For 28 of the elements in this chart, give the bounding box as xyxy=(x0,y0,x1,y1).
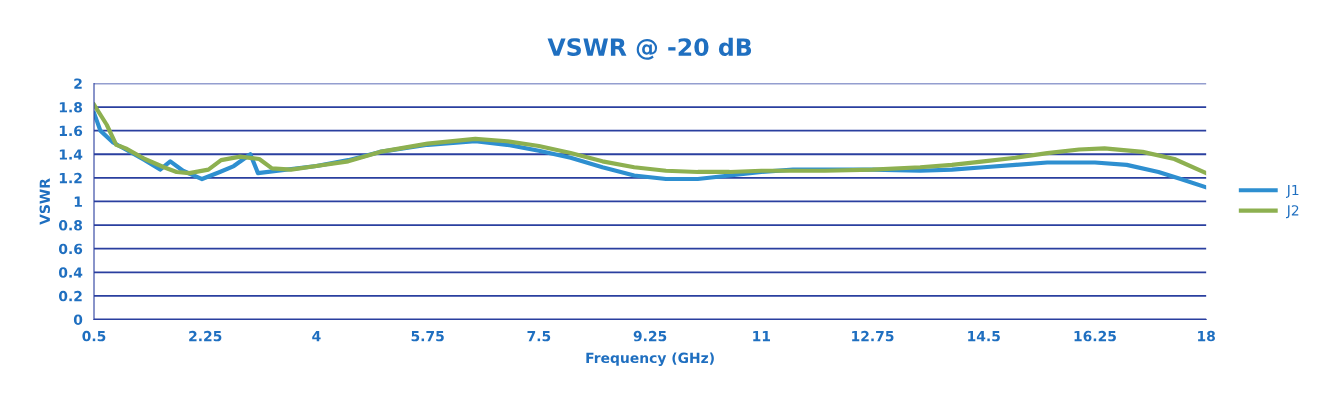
x-tick-label: 5.75 xyxy=(411,331,444,342)
legend-label: J1 xyxy=(1286,184,1299,198)
chart-title: VSWR @ -20 dB xyxy=(547,37,752,60)
x-tick-label: 9.25 xyxy=(633,330,667,342)
y-tick-label: 0.6 xyxy=(58,243,83,255)
x-tick-label: 0.5 xyxy=(82,330,106,342)
x-tick-label: 12.75 xyxy=(852,330,894,342)
y-tick-label: 1.4 xyxy=(59,149,83,160)
legend-label: J2 xyxy=(1286,205,1299,219)
line-series xyxy=(94,102,1207,176)
y-tick-label: 0.4 xyxy=(58,267,83,278)
y-tick-label: 1 xyxy=(74,196,82,207)
y-tick-label: 0.2 xyxy=(58,290,82,302)
x-tick-label: 14.5 xyxy=(968,331,1000,342)
x-axis-title: Frequency (GHz) xyxy=(586,352,714,366)
y-tick-label: 1.8 xyxy=(59,102,83,113)
y-tick-label: 0.8 xyxy=(58,220,83,231)
x-tick-label: 2.25 xyxy=(189,330,222,342)
y-axis-title: VSWR xyxy=(39,178,51,225)
x-tick-label: 4 xyxy=(312,331,321,342)
x-tick-label: 18 xyxy=(1198,330,1215,342)
x-tick-label: 11 xyxy=(753,331,771,342)
x-tick-label: 16.25 xyxy=(1074,330,1116,342)
y-tick-label: 1.2 xyxy=(59,172,82,184)
y-tick-label: 0 xyxy=(73,314,83,325)
x-tick-label: 7.5 xyxy=(527,331,551,342)
y-tick-label: 1.6 xyxy=(59,125,83,137)
y-tick-label: 2 xyxy=(74,78,82,89)
